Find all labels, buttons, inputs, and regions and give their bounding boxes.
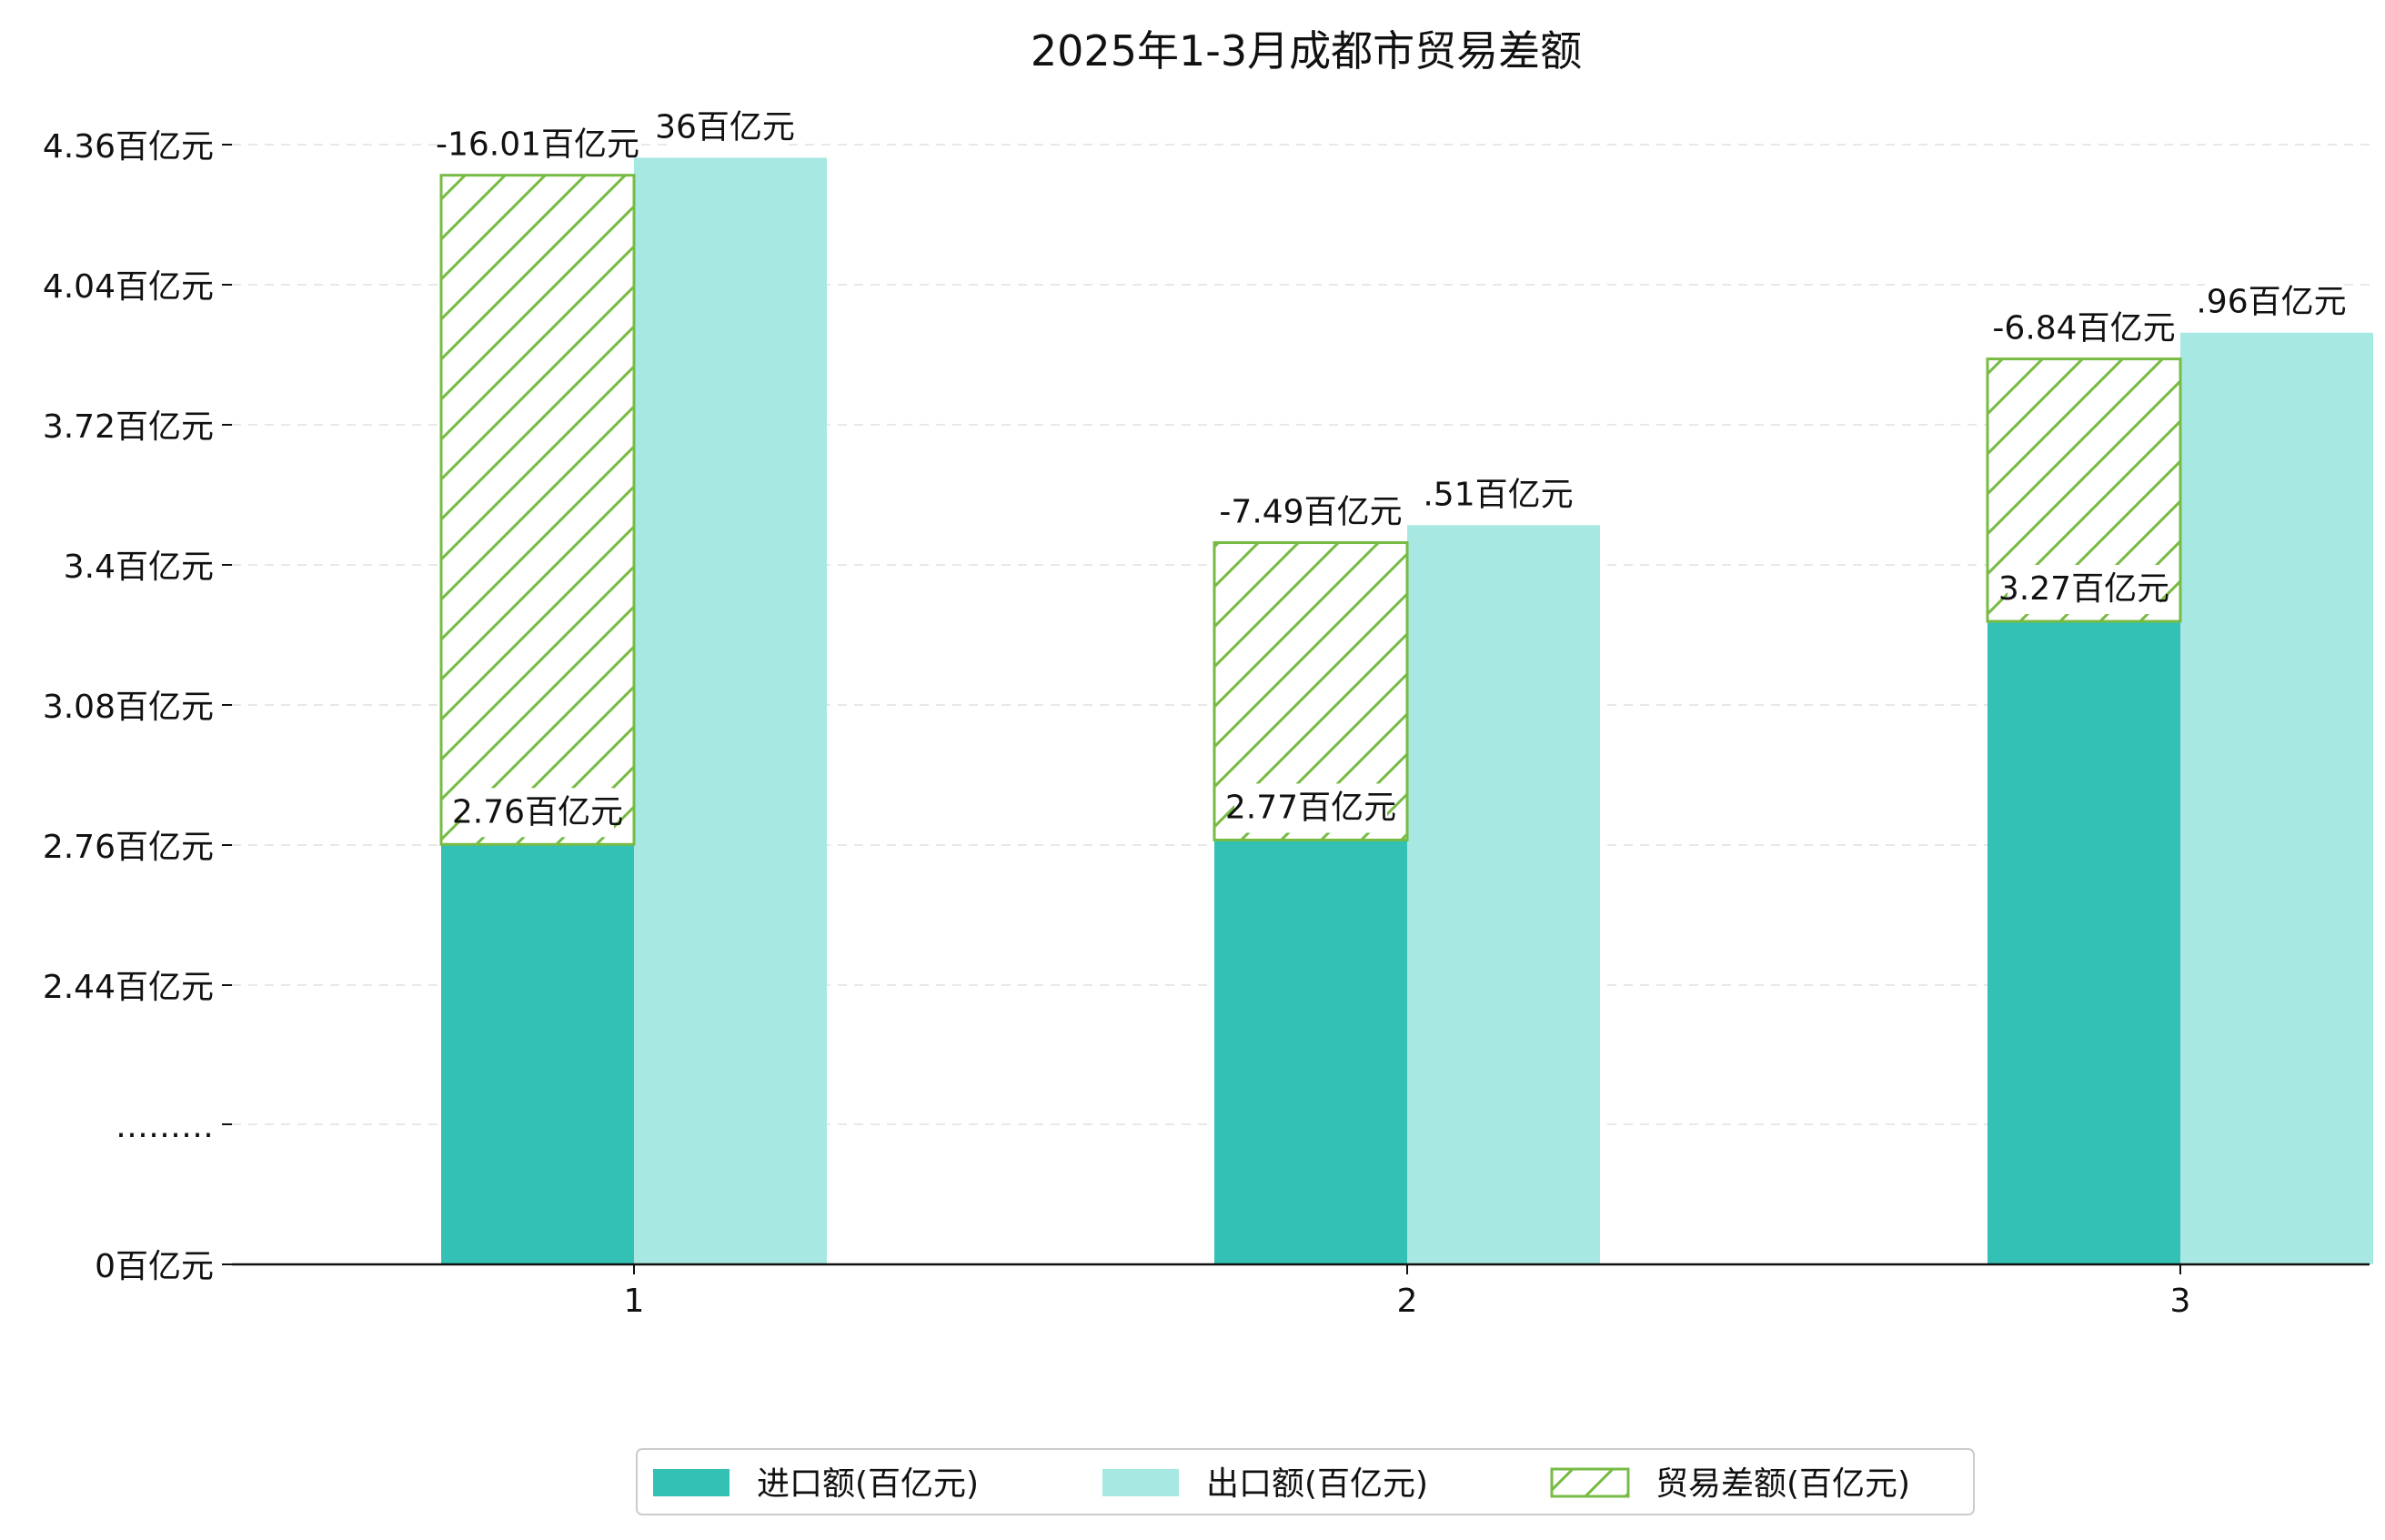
legend-swatch bbox=[1102, 1469, 1179, 1496]
label-text: .51百亿元 bbox=[1423, 476, 1573, 513]
label-background bbox=[1998, 304, 2170, 354]
import-bar bbox=[441, 844, 634, 1264]
y-tick-label: 2.44百亿元 bbox=[43, 969, 214, 1006]
label-text: 3.27百亿元 bbox=[1998, 570, 2169, 608]
legend-label: 进口额(百亿元) bbox=[757, 1465, 979, 1503]
export-value-label: 36百亿元 bbox=[655, 103, 795, 153]
export-value-label: .96百亿元 bbox=[2196, 277, 2347, 327]
export-bar bbox=[634, 157, 827, 1265]
y-tick-label: 4.04百亿元 bbox=[43, 268, 214, 306]
legend-box bbox=[636, 1448, 1975, 1515]
y-tick-label: 3.72百亿元 bbox=[43, 408, 214, 446]
legend-swatch bbox=[653, 1469, 730, 1496]
label-text: 2.76百亿元 bbox=[452, 793, 623, 830]
export-bar bbox=[1407, 525, 1600, 1264]
export-bar bbox=[2180, 332, 2373, 1264]
import-value-label: 3.27百亿元 bbox=[1998, 565, 2169, 615]
label-background bbox=[1224, 488, 1397, 538]
chart-title: 2025年1-3月成都市贸易差额 bbox=[1031, 26, 1582, 75]
legend-label: 贸易差额(百亿元) bbox=[1655, 1465, 1910, 1503]
balance-value-label: -6.84百亿元 bbox=[1992, 304, 2176, 354]
axes: 0百亿元 ……… 2.44百亿元 2.76百亿元 3.08百亿元 3.4百亿元 3.72百亿… bbox=[43, 128, 2370, 1320]
label-background bbox=[669, 103, 781, 153]
y-tick-label: 4.36百亿元 bbox=[43, 128, 214, 166]
label-text: 36百亿元 bbox=[655, 108, 795, 146]
import-value-label: 2.77百亿元 bbox=[1225, 783, 1396, 833]
label-background bbox=[2008, 565, 2160, 615]
label-text: -7.49百亿元 bbox=[1219, 494, 1402, 531]
export-value-label: .51百亿元 bbox=[1423, 470, 1574, 520]
balance-value-label: -16.01百亿元 bbox=[436, 120, 639, 170]
import-bar bbox=[1214, 840, 1407, 1264]
label-background bbox=[1234, 783, 1387, 833]
legend-label: 出口额(百亿元) bbox=[1206, 1465, 1428, 1503]
label-text: .96百亿元 bbox=[2196, 284, 2346, 321]
y-tick-label: 0百亿元 bbox=[95, 1248, 214, 1285]
label-text: -6.84百亿元 bbox=[1992, 310, 2175, 347]
legend: 进口额(百亿元) 出口额(百亿元) 贸易差额(百亿元) bbox=[636, 1448, 1975, 1515]
label-text: -16.01百亿元 bbox=[436, 126, 639, 164]
label-text: 2.77百亿元 bbox=[1225, 789, 1396, 826]
x-tick-label: 1 bbox=[624, 1283, 645, 1320]
trade-balance-bar bbox=[439, 174, 636, 846]
y-tick-label: 3.08百亿元 bbox=[43, 689, 214, 726]
balance-value-label: -7.49百亿元 bbox=[1219, 488, 1403, 538]
label-background bbox=[2205, 277, 2338, 327]
legend-swatch bbox=[1550, 1467, 1630, 1498]
x-tick-label: 2 bbox=[1397, 1283, 1418, 1320]
import-bar bbox=[1988, 621, 2180, 1264]
import-value-label: 2.76百亿元 bbox=[452, 788, 623, 838]
bars bbox=[439, 157, 2373, 1265]
data-labels: 2.76百亿元 36百亿元 -16.01百亿元 2.77百亿元 .51百亿元 -7.49百… bbox=[436, 103, 2347, 838]
label-background bbox=[1432, 470, 1565, 520]
label-background bbox=[461, 788, 614, 838]
label-background bbox=[441, 120, 634, 170]
y-tick-label: ……… bbox=[116, 1108, 214, 1145]
x-tick-label: 3 bbox=[2170, 1283, 2191, 1320]
y-tick-label: 2.76百亿元 bbox=[43, 829, 214, 866]
y-tick-label: 3.4百亿元 bbox=[64, 549, 214, 586]
